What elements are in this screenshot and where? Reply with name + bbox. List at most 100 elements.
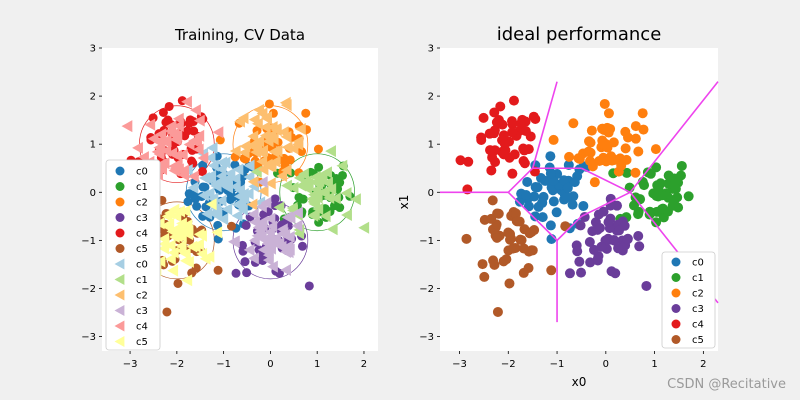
cv-point-c5 <box>161 210 173 223</box>
cv-point-c2 <box>266 120 278 133</box>
cv-point-c3 <box>248 252 259 265</box>
point-c1 <box>639 180 650 191</box>
point-c1 <box>663 170 674 181</box>
cv-point-c4 <box>187 170 199 183</box>
train-point-c0 <box>183 197 193 207</box>
legend-label: c5 <box>136 337 148 348</box>
y-tick-label: −1 <box>81 236 96 247</box>
x-tick-label: −3 <box>123 359 138 370</box>
point-c0 <box>545 220 556 231</box>
cv-point-c2 <box>292 135 304 148</box>
legend-marker-c0 <box>115 166 125 176</box>
legend-label: c4 <box>136 229 148 240</box>
cv-point-c5 <box>180 254 191 267</box>
point-c5 <box>488 255 499 266</box>
point-c5 <box>501 254 512 265</box>
cv-point-c5 <box>160 219 172 232</box>
point-c4 <box>499 138 510 149</box>
x-tick-label: −1 <box>550 359 565 370</box>
cv-point-c0 <box>224 167 236 180</box>
cv-point-c2 <box>295 122 306 135</box>
chart-training-cv: Training, CV Data −3 −2 −1 0 1 2 −3 −2 −1 0 1 2 3 c… <box>81 26 378 370</box>
train-point-c3 <box>270 194 280 204</box>
legend-box <box>105 159 161 351</box>
cv-point-c3 <box>264 212 276 225</box>
x-tick-label: 0 <box>603 359 609 370</box>
cv-point-c1 <box>341 208 352 221</box>
cv-point-c5 <box>211 226 223 239</box>
legend-label: c0 <box>692 258 704 269</box>
y-tick-label: 1 <box>90 140 96 151</box>
point-c5 <box>505 229 516 240</box>
point-c3 <box>609 235 620 246</box>
cv-point-c2 <box>280 99 292 112</box>
point-c0 <box>545 168 556 179</box>
point-c0 <box>578 200 589 211</box>
point-c0 <box>536 173 547 184</box>
point-c5 <box>477 259 488 270</box>
cv-point-c3 <box>292 206 303 219</box>
cv-point-c4 <box>164 125 176 138</box>
cv-point-c1 <box>350 193 361 206</box>
point-c0 <box>522 177 533 188</box>
point-c1 <box>621 167 632 178</box>
point-c5 <box>461 233 472 244</box>
decision-boundary-line <box>581 191 631 218</box>
point-c4 <box>507 168 518 179</box>
point-c0 <box>569 177 580 188</box>
y-axis-label-right: x1 <box>397 195 411 210</box>
cv-point-c1 <box>312 203 324 216</box>
cv-point-c5 <box>167 264 179 277</box>
cv-point-c2 <box>247 175 259 188</box>
cv-point-c0 <box>201 207 213 220</box>
point-c2 <box>630 167 641 178</box>
point-c2 <box>620 143 631 154</box>
point-c0 <box>514 196 525 207</box>
legend-box <box>661 251 716 349</box>
train-point-c3 <box>258 255 268 265</box>
legend-label: c3 <box>692 304 704 315</box>
train-point-c0 <box>228 192 238 202</box>
cv-point-c2 <box>229 145 241 158</box>
legend-right: c0 c1 c2 c3 c4 c5 <box>661 251 716 349</box>
cv-point-c5 <box>176 217 187 230</box>
cv-point-c4 <box>197 152 209 165</box>
cv-point-c3 <box>276 223 288 236</box>
y-tick-label: 0 <box>90 188 96 199</box>
legend-marker-c5 <box>115 244 125 253</box>
point-c0 <box>551 207 562 218</box>
cv-point-c2 <box>268 145 280 158</box>
point-c3 <box>589 244 600 255</box>
point-c0 <box>558 175 569 186</box>
cv-point-c3 <box>247 208 259 221</box>
cv-point-c4 <box>160 144 172 157</box>
cv-point-c2 <box>280 164 292 177</box>
cv-point-c2 <box>239 140 251 153</box>
cv-point-c3 <box>262 249 274 262</box>
legend-label: c1 <box>136 275 148 286</box>
train-point-c3 <box>297 241 307 251</box>
cv-point-c4 <box>183 138 195 151</box>
cv-point-c1 <box>298 168 309 181</box>
class-circle-c1 <box>279 153 355 232</box>
legend-label: c3 <box>136 213 148 224</box>
cv-point-c4 <box>166 147 178 160</box>
point-c2 <box>602 122 613 133</box>
point-c3 <box>594 223 605 234</box>
point-c2 <box>601 156 612 167</box>
point-c3 <box>564 268 575 279</box>
cv-point-c0 <box>231 209 243 222</box>
train-point-c0 <box>189 190 199 200</box>
cv-point-c4 <box>172 112 184 125</box>
train-point-c2 <box>313 144 323 154</box>
cv-point-c5 <box>203 250 215 263</box>
point-c5 <box>493 208 504 219</box>
point-c4 <box>486 165 497 176</box>
x-ticks-left: −3 −2 −1 0 1 2 <box>123 351 367 370</box>
decision-boundary-line <box>507 167 534 193</box>
point-c0 <box>567 199 578 210</box>
cv-point-c1 <box>273 201 285 214</box>
cv-point-c1 <box>311 189 323 202</box>
points-right <box>455 95 694 317</box>
cv-point-c5 <box>158 232 170 245</box>
